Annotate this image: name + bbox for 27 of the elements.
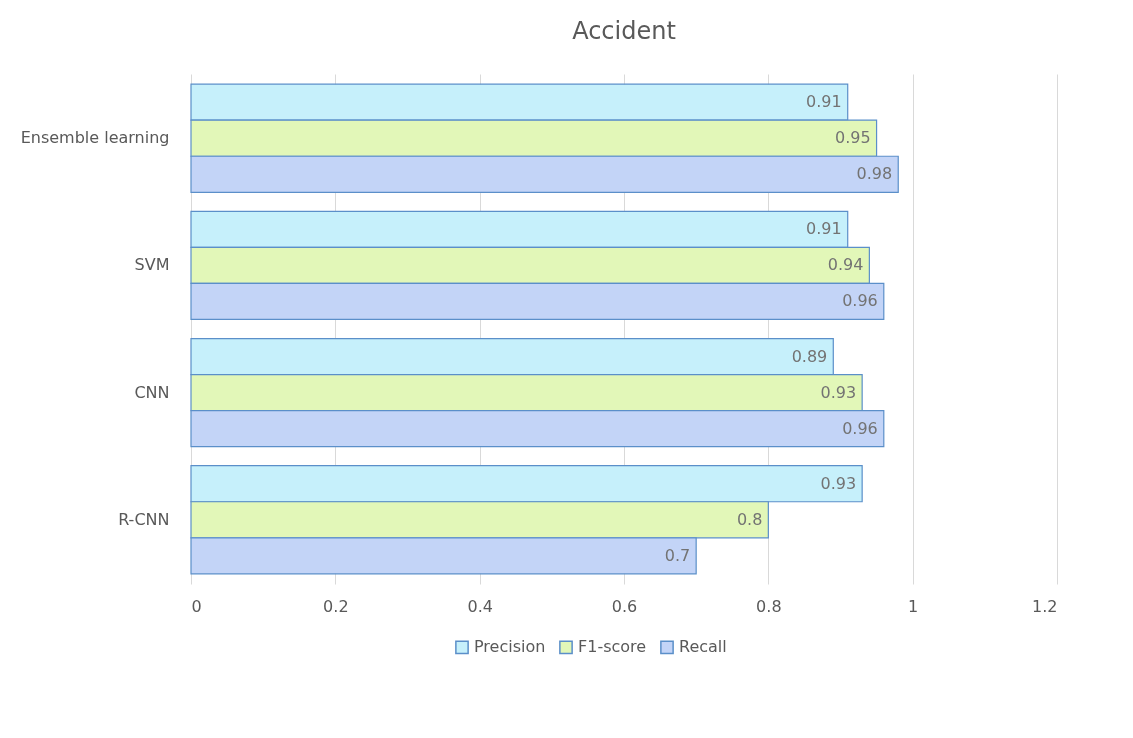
y-tick-label: CNN — [134, 382, 170, 402]
x-tick-label: 1.2 — [1032, 596, 1058, 616]
data-label: 0.95 — [834, 128, 871, 148]
data-label: 0.96 — [842, 418, 878, 438]
data-label: 0.96 — [842, 291, 878, 311]
x-tick-label: 0 — [191, 596, 202, 616]
x-tick-label: 0.2 — [323, 596, 349, 616]
x-tick-label: 1 — [908, 596, 919, 616]
data-label: 0.94 — [827, 255, 864, 275]
chart-title: Accident — [572, 17, 676, 45]
x-tick-label: 0.6 — [611, 596, 638, 616]
data-label: 0.7 — [664, 545, 691, 565]
data-label: 0.93 — [820, 382, 857, 402]
y-tick-label: R-CNN — [118, 509, 170, 529]
y-tick-label: Ensemble learning — [20, 128, 170, 148]
legend-label: Recall — [679, 637, 727, 657]
x-tick-label: 0.4 — [467, 596, 493, 616]
data-label: 0.91 — [806, 92, 842, 112]
data-label: 0.93 — [820, 473, 857, 493]
x-tick-label: 0.8 — [756, 596, 782, 616]
data-label: 0.91 — [806, 219, 842, 239]
data-label: 0.89 — [791, 346, 828, 366]
legend-label: Precision — [474, 637, 546, 657]
data-label: 0.98 — [856, 164, 893, 184]
y-tick-label: SVM — [134, 255, 170, 275]
data-label: 0.8 — [736, 509, 763, 529]
legend-label: F1-score — [578, 637, 647, 657]
